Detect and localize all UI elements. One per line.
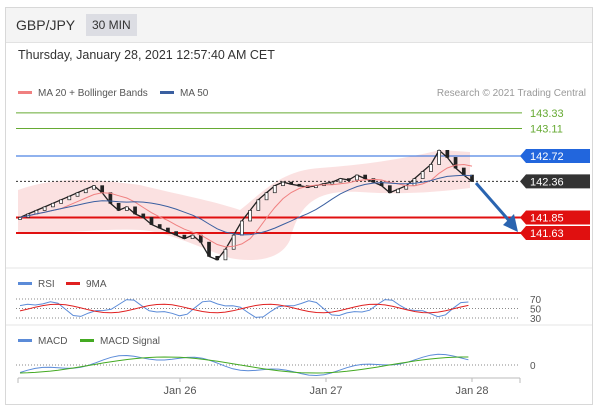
legend-rsi: RSI (38, 279, 55, 290)
candle (453, 157, 458, 169)
candle (281, 181, 285, 187)
candle (363, 174, 368, 179)
candle (42, 206, 47, 211)
candle (174, 231, 178, 236)
candle (264, 192, 269, 201)
candle (59, 199, 63, 204)
candle (215, 255, 220, 261)
legend-swatch-9ma (66, 282, 80, 285)
legend-9ma: 9MA (86, 279, 107, 290)
candle (412, 178, 417, 187)
credit: Research © 2021 Trading Central (437, 88, 586, 99)
rsi-level-label-2: 30 (530, 314, 542, 325)
level-label-3: 142.36 (530, 176, 564, 188)
bollinger-band (18, 150, 470, 261)
rsi-level-label-0: 70 (530, 295, 542, 306)
candle (272, 185, 277, 194)
level-tag-3 (520, 174, 590, 189)
candle (248, 210, 252, 222)
candle (240, 220, 244, 236)
macd-signal-line (19, 356, 469, 374)
candle (429, 164, 433, 172)
candle (116, 202, 121, 211)
candle (355, 174, 359, 181)
legend-swatch-ma20 (18, 91, 32, 94)
candle (223, 248, 228, 261)
level-label-1: 143.11 (530, 123, 563, 135)
level-label-5: 141.63 (530, 228, 564, 240)
legend-swatch-rsi (18, 282, 32, 285)
candle (396, 188, 400, 194)
level-tag-2 (520, 149, 590, 163)
candle (338, 178, 343, 183)
candle (231, 234, 236, 250)
candle (157, 224, 162, 229)
timeframe-badge[interactable]: 30 MIN (86, 14, 137, 36)
candle (51, 202, 55, 208)
candle (190, 234, 195, 240)
legend-ma50: MA 50 (180, 88, 209, 99)
candle (330, 181, 335, 185)
candle (437, 149, 441, 165)
candle (445, 149, 450, 158)
legend-macd-signal: MACD Signal (100, 336, 160, 347)
candle (387, 185, 392, 194)
candle (166, 227, 170, 232)
legend-macd: MACD (38, 336, 67, 347)
x-tick-label-1: Jan 27 (309, 385, 342, 397)
candle (470, 174, 474, 182)
legend-ma20: MA 20 + Bollinger Bands (38, 88, 148, 99)
candle (314, 185, 318, 189)
rsi-level-label-1: 50 (530, 305, 542, 316)
symbol-title: GBP/JPY (16, 17, 76, 33)
candle (75, 192, 80, 197)
chart-header: GBP/JPY 30 MIN (6, 8, 592, 43)
candle (420, 171, 425, 179)
candle (92, 185, 96, 190)
macd-zero-label: 0 (530, 361, 536, 372)
level-label-4: 141.85 (530, 212, 564, 224)
candle (83, 188, 88, 194)
candle (100, 185, 105, 194)
candle (207, 241, 211, 257)
candle (149, 217, 154, 225)
candle (461, 167, 466, 176)
candle (346, 178, 351, 181)
level-label-0: 143.33 (530, 108, 564, 120)
legend-swatch-macd (18, 339, 32, 342)
legend-swatch-ma50 (160, 91, 174, 94)
candle (124, 206, 129, 211)
candle (67, 195, 72, 201)
candle (297, 183, 302, 187)
level-tag-4 (520, 210, 590, 225)
timestamp: Thursday, January 28, 2021 12:57:40 AM C… (18, 48, 275, 62)
candle (133, 206, 137, 215)
forecast-arrow-line (474, 182, 514, 225)
ma50-line (19, 174, 473, 236)
level-tag-5 (520, 226, 590, 240)
candle (108, 192, 113, 204)
x-tick-label-2: Jan 28 (455, 385, 488, 397)
candle (289, 181, 294, 185)
x-tick-label-0: Jan 26 (163, 385, 196, 397)
candle (141, 213, 146, 218)
forecast-arrow-head (503, 214, 518, 232)
rsi-9ma-line (19, 303, 469, 314)
legend-swatch-macd-signal (80, 339, 94, 342)
candle (371, 178, 376, 183)
candle (256, 199, 261, 211)
level-label-2: 142.72 (530, 151, 564, 163)
candle (182, 234, 187, 240)
